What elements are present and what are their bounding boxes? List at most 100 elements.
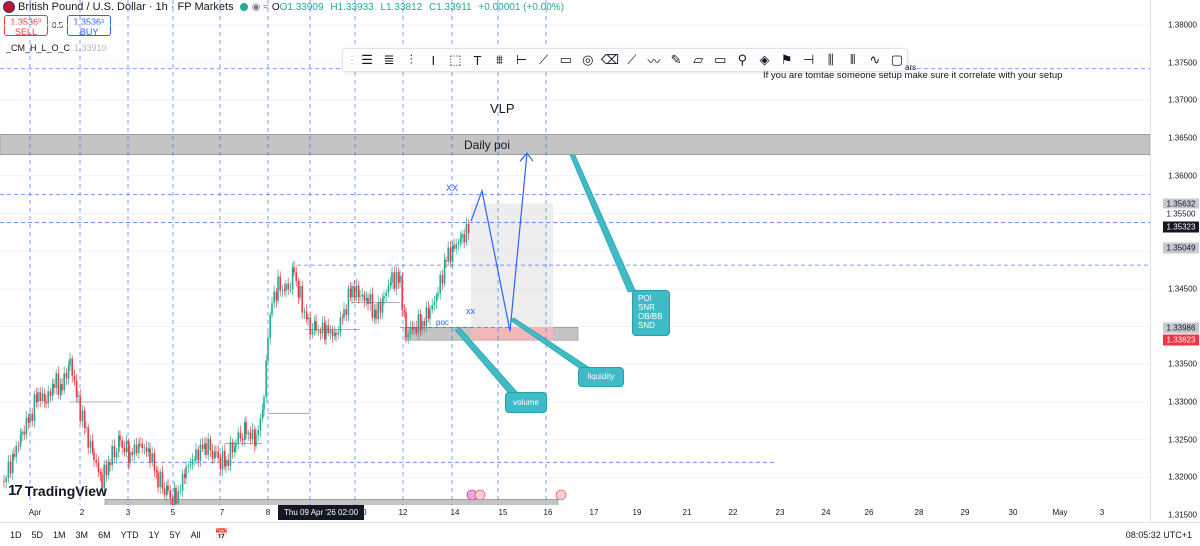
indicator-legend[interactable]: _CM_H_L_O_C 1.33910 [6, 43, 107, 53]
candle-body [461, 234, 463, 239]
candle-body [195, 449, 197, 460]
candle-body [269, 314, 271, 339]
tradingview-logo[interactable]: 17 TradingView [8, 482, 107, 499]
price-tick-label: 1.36000 [1168, 171, 1197, 181]
callout-icon[interactable]: ▭ [714, 52, 727, 67]
candle-body [391, 272, 393, 283]
level-lines [0, 68, 1150, 463]
comment-icon[interactable]: ▱ [693, 52, 704, 67]
flag-icon[interactable]: ⚑ [780, 52, 793, 67]
candle-body [71, 358, 73, 376]
fib-icon[interactable]: ≣ [383, 52, 395, 67]
candle-body [99, 471, 102, 475]
timeframe-1y[interactable]: 1Y [148, 529, 160, 540]
price-tick-label: 1.37000 [1168, 95, 1197, 105]
candle-body [27, 417, 30, 423]
candle-body [417, 313, 420, 334]
xx-label-low: xx [466, 306, 475, 316]
price-tick-label: 1.32000 [1168, 472, 1197, 482]
candle-body [445, 259, 447, 262]
eraser-icon[interactable]: ⌫ [600, 52, 620, 67]
candle-body [431, 305, 433, 310]
timeframe-3m[interactable]: 3M [75, 529, 89, 540]
candle-body [35, 394, 38, 403]
candle-body [393, 272, 395, 289]
curve-icon[interactable]: ∿ [869, 52, 881, 67]
time-tick-label: May [1052, 508, 1068, 517]
candle-body [89, 440, 92, 448]
candle-body [259, 418, 262, 431]
timeframe-6m[interactable]: 6M [98, 529, 111, 540]
pitchfork-icon[interactable]: ⫶ [409, 52, 413, 67]
candle-body [169, 490, 171, 499]
candle-body [329, 329, 332, 334]
candle-body [287, 283, 289, 290]
candle-body [43, 393, 46, 402]
candle-body [441, 275, 444, 284]
image-icon[interactable]: ▭ [559, 52, 572, 67]
time-tick-label: 17 [589, 508, 599, 517]
currency-icon[interactable]: ≈ [263, 1, 269, 13]
calendar-icon[interactable]: 📅 [214, 529, 229, 541]
candle-body [453, 245, 455, 249]
buy-label: BUY [79, 27, 99, 37]
shape-icon[interactable]: ▢ [890, 52, 904, 67]
projection-box [471, 203, 553, 338]
candle-body [377, 302, 379, 320]
candle-body [403, 310, 406, 313]
rectangle-icon[interactable]: ⬚ [449, 52, 462, 67]
anchor-icon[interactable]: ⊣ [802, 52, 815, 67]
candle-tool-icon[interactable]: ⫼ [827, 52, 834, 67]
candle-body [423, 321, 425, 327]
target-icon[interactable]: ◈ [759, 52, 770, 67]
price-axis[interactable]: 1.38000 1.37500 1.37000 1.36500 1.36000 1.355… [1150, 0, 1200, 522]
candle-body [397, 272, 400, 283]
clock[interactable]: 08:05:32 UTC+1 [1125, 529, 1192, 540]
candle-body [281, 289, 284, 291]
candle-body [153, 453, 156, 471]
path-icon[interactable]: ⟋ [627, 52, 637, 67]
pin-icon[interactable]: ⚲ [737, 52, 748, 67]
candle-body [251, 429, 254, 440]
candle-body [17, 445, 20, 447]
candle-body [37, 392, 39, 403]
measure-icon[interactable]: ⊢ [515, 52, 528, 67]
text-cursor-icon[interactable]: I [431, 52, 436, 68]
candle-body [39, 392, 41, 402]
candle-body [79, 395, 81, 422]
lines-icon[interactable]: ☰ [361, 52, 373, 67]
timeframe-1d[interactable]: 1D [10, 529, 22, 540]
pencil-icon[interactable]: ⟋ [539, 52, 549, 67]
price-tick-label: 1.36500 [1168, 133, 1197, 143]
toolbar-grip-icon[interactable]: ⋮⋮ [347, 54, 367, 66]
ellipse-icon[interactable]: ◎ [582, 52, 594, 67]
candle-body [265, 360, 267, 398]
timeframe-1m[interactable]: 1M [53, 529, 66, 540]
text-icon[interactable]: T [473, 52, 482, 68]
candle-body [221, 450, 224, 470]
candle-body [447, 247, 449, 262]
ruler-icon[interactable]: ⩩ [496, 52, 503, 67]
candle-body [301, 286, 303, 313]
timeframe-5d[interactable]: 5D [31, 529, 44, 540]
wave-icon[interactable]: 〰 [647, 53, 661, 69]
brush-icon[interactable]: ✎ [670, 52, 682, 67]
candle-body [9, 461, 12, 474]
candle-body [77, 395, 79, 397]
symbol-title[interactable]: British Pound / U.S. Dollar · 1h · FP Ma… [18, 1, 234, 13]
candle-body [148, 448, 150, 453]
bars-pattern-icon[interactable]: ⫴ [850, 52, 856, 67]
price-tick-label: 1.34500 [1168, 284, 1197, 294]
zone-2 [104, 498, 559, 505]
candle-body [109, 462, 111, 466]
price-chart[interactable] [0, 0, 1150, 505]
timeframe-ytd[interactable]: YTD [120, 529, 139, 540]
eye-icon[interactable]: ◉ [251, 1, 261, 13]
candle-body [235, 443, 237, 447]
candle-body [204, 443, 206, 450]
candle-body [47, 391, 49, 404]
time-axis[interactable]: Apr23578101214151617192122232426282930Ma… [0, 505, 1150, 522]
timeframe-all[interactable]: All [190, 529, 201, 540]
timeframe-5y[interactable]: 5Y [169, 529, 181, 540]
price-tick-label: 1.37500 [1168, 58, 1197, 68]
